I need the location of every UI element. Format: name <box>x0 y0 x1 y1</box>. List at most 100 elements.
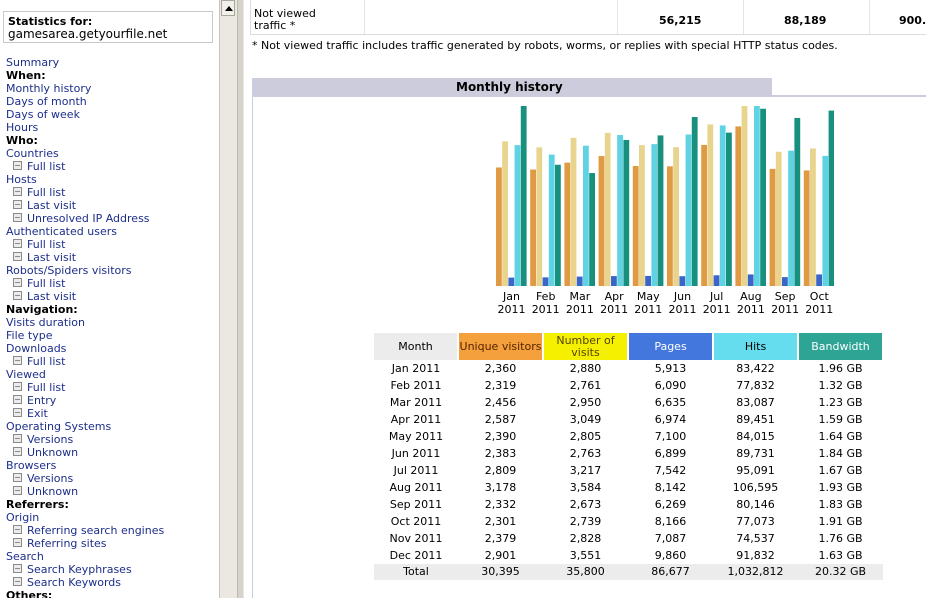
header-rule <box>772 95 926 97</box>
bar-aug-s4 <box>760 108 766 287</box>
cell-hits: 83,087 <box>736 396 775 409</box>
table-row: Feb 2011 2,319 2,761 6,090 77,832 1.32 GB <box>374 377 883 394</box>
menu-subitem-versions[interactable]: Versions <box>6 433 164 446</box>
bar-may-s2 <box>645 275 651 286</box>
menu-subitem-full-list[interactable]: Full list <box>6 381 164 394</box>
subitem-bullet-icon <box>13 538 22 547</box>
menu-subitem-last-visit[interactable]: Last visit <box>6 199 164 212</box>
menu-subitem-full-list[interactable]: Full list <box>6 160 164 173</box>
column-header-bandwidth: Bandwidth <box>798 333 884 360</box>
menu-subitem-full-list[interactable]: Full list <box>6 186 164 199</box>
bar-sep-s1 <box>775 151 782 286</box>
cell-month: Dec 2011 <box>389 549 443 562</box>
x-tick-label: Sep <box>775 290 796 303</box>
bar-may-s0 <box>632 165 639 286</box>
table-row: Oct 2011 2,301 2,739 8,166 77,073 1.91 GB <box>374 513 883 530</box>
menu-subitem-exit[interactable]: Exit <box>6 407 164 420</box>
menu-subitem-entry[interactable]: Entry <box>6 394 164 407</box>
left-frame-scrollbar[interactable] <box>219 0 237 598</box>
menu-subitem-referring-search-engines[interactable]: Referring search engines <box>6 524 164 537</box>
menu-subitem-full-list[interactable]: Full list <box>6 238 164 251</box>
menu-item-authenticated-users[interactable]: Authenticated users <box>6 225 164 238</box>
bar-aug-s0 <box>735 126 742 286</box>
scroll-up-arrow-icon[interactable] <box>221 0 235 16</box>
cell-hits: 91,832 <box>736 549 775 562</box>
cell-separator <box>364 0 365 34</box>
subitem-bullet-icon <box>13 161 22 170</box>
bar-mar-s0 <box>564 162 571 286</box>
menu-label: Days of week <box>6 108 80 121</box>
menu-subitem-last-visit[interactable]: Last visit <box>6 251 164 264</box>
bar-apr-s0 <box>598 156 605 286</box>
menu-item-file-type[interactable]: File type <box>6 329 164 342</box>
cell-number-of-visits: 2,673 <box>569 498 602 511</box>
menu-subitem-unknown[interactable]: Unknown <box>6 446 164 459</box>
x-tick-sublabel: 2011 <box>703 303 731 316</box>
not-viewed-hits: 88,189 <box>784 14 827 27</box>
table-row: Apr 2011 2,587 3,049 6,974 89,451 1.59 GB <box>374 411 883 428</box>
x-tick-sublabel: 2011 <box>805 303 833 316</box>
bar-apr-s3 <box>617 134 623 286</box>
bar-jul-s1 <box>707 124 714 286</box>
menu-item-robots-spiders-visitors[interactable]: Robots/Spiders visitors <box>6 264 164 277</box>
bar-sep-s3 <box>788 150 794 286</box>
x-tick-label: Jun <box>673 290 691 303</box>
bar-jul-s4 <box>726 132 732 286</box>
x-tick-label: Oct <box>810 290 830 303</box>
x-tick-sublabel: 2011 <box>737 303 765 316</box>
table-row: Mar 2011 2,456 2,950 6,635 83,087 1.23 GB <box>374 394 883 411</box>
menu-subitem-unresolved-ip-address[interactable]: Unresolved IP Address <box>6 212 164 225</box>
subitem-bullet-icon <box>13 382 22 391</box>
cell-number-of-visits: 2,828 <box>569 532 602 545</box>
cell-number-of-visits: 2,763 <box>569 447 602 460</box>
cell-hits: 89,731 <box>736 447 775 460</box>
menu-item-viewed[interactable]: Viewed <box>6 368 164 381</box>
menu-item-downloads[interactable]: Downloads <box>6 342 164 355</box>
x-tick-label: May <box>637 290 660 303</box>
menu-item-operating-systems[interactable]: Operating Systems <box>6 420 164 433</box>
bar-apr-s4 <box>623 139 630 286</box>
menu-label: Hours <box>6 121 39 134</box>
menu-label: Search <box>6 550 44 563</box>
menu-subitem-versions[interactable]: Versions <box>6 472 164 485</box>
menu-label: Full list <box>27 355 66 368</box>
menu-item-days-of-month[interactable]: Days of month <box>6 95 164 108</box>
menu-item-origin[interactable]: Origin <box>6 511 164 524</box>
cell-pages: 6,090 <box>654 379 687 392</box>
x-tick-sublabel: 2011 <box>532 303 560 316</box>
menu-subitem-referring-sites[interactable]: Referring sites <box>6 537 164 550</box>
bar-jun-s2 <box>679 276 686 286</box>
bar-jan-s1 <box>502 141 508 286</box>
right-content-frame: Not viewed traffic * 56,215 88,189 900. … <box>244 0 926 598</box>
menu-item-summary[interactable]: Summary <box>6 56 164 69</box>
menu-subitem-unknown[interactable]: Unknown <box>6 485 164 498</box>
menu-subitem-full-list[interactable]: Full list <box>6 277 164 290</box>
subitem-bullet-icon <box>13 473 22 482</box>
cell-pages: 7,087 <box>654 532 687 545</box>
cell-hits: 74,537 <box>736 532 775 545</box>
subitem-bullet-icon <box>13 213 22 222</box>
menu-item-countries[interactable]: Countries <box>6 147 164 160</box>
menu-subitem-last-visit[interactable]: Last visit <box>6 290 164 303</box>
menu-item-monthly-history[interactable]: Monthly history <box>6 82 164 95</box>
cell-bandwidth: 1.67 GB <box>818 464 863 477</box>
column-header-hits: Hits <box>713 333 799 360</box>
menu-subitem-full-list[interactable]: Full list <box>6 355 164 368</box>
bar-aug-s3 <box>754 106 760 286</box>
cell-month: Nov 2011 <box>389 532 443 545</box>
menu-item-search[interactable]: Search <box>6 550 164 563</box>
menu-subitem-search-keywords[interactable]: Search Keywords <box>6 576 164 589</box>
menu-item-hosts[interactable]: Hosts <box>6 173 164 186</box>
menu-item-browsers[interactable]: Browsers <box>6 459 164 472</box>
x-tick-sublabel: 2011 <box>634 303 662 316</box>
menu-subitem-search-keyphrases[interactable]: Search Keyphrases <box>6 563 164 576</box>
menu-section-navigation: Navigation: <box>6 303 164 316</box>
frame-divider[interactable] <box>237 0 244 598</box>
menu-item-days-of-week[interactable]: Days of week <box>6 108 164 121</box>
table-row: Aug 2011 3,178 3,584 8,142 106,595 1.93 GB <box>374 479 883 496</box>
cell-unique-visitors: 2,456 <box>484 396 517 409</box>
menu-item-hours[interactable]: Hours <box>6 121 164 134</box>
menu-label: Unresolved IP Address <box>27 212 150 225</box>
menu-item-visits-duration[interactable]: Visits duration <box>6 316 164 329</box>
cell-unique-visitors: 2,301 <box>484 515 517 528</box>
